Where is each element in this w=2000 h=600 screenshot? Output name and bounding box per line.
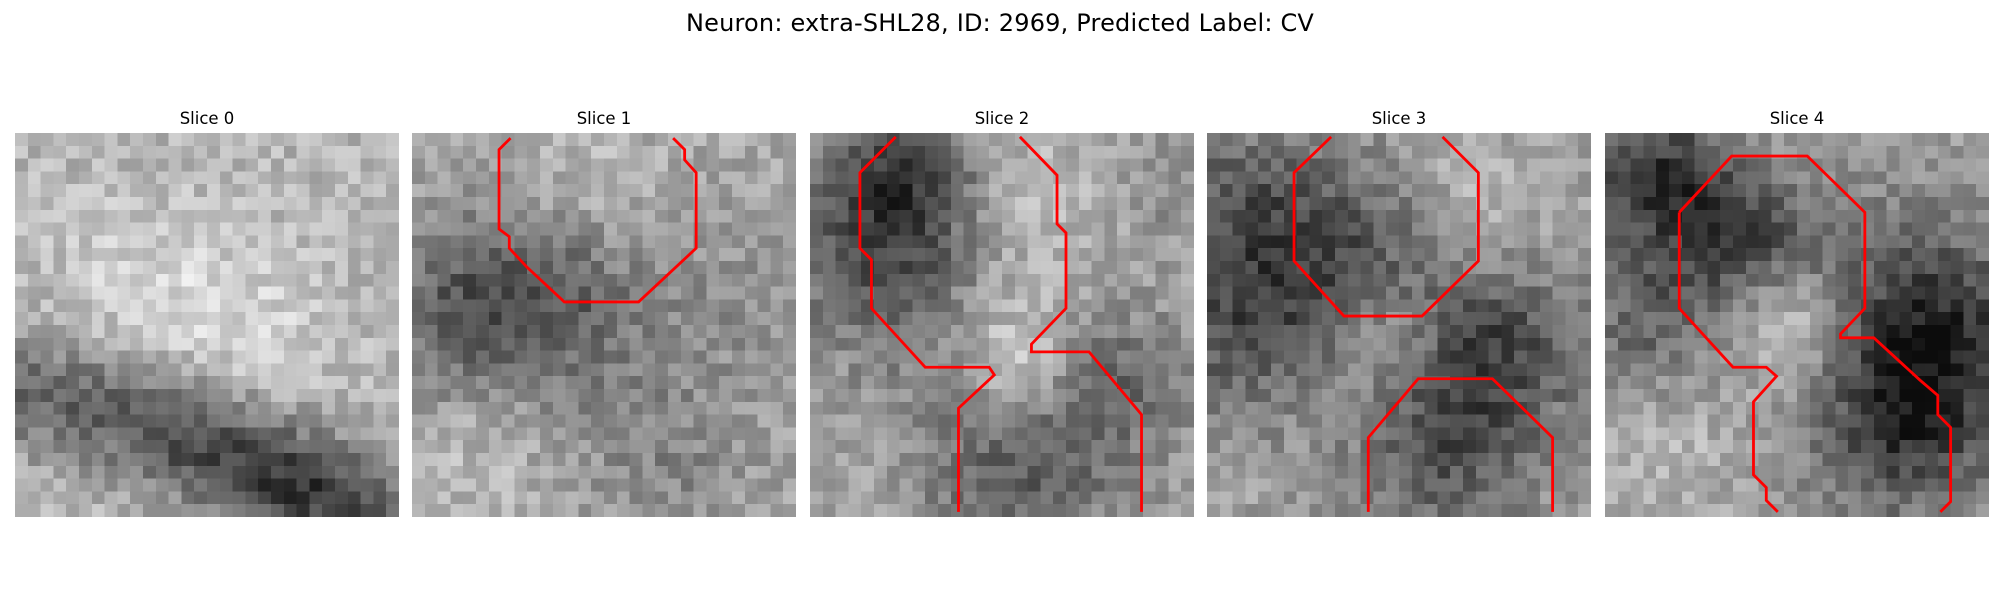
contour-line	[1678, 154, 1953, 513]
slice-title-1: Slice 1	[576, 109, 632, 128]
slice-title-0: Slice 0	[179, 109, 235, 128]
slice-image-1	[412, 133, 796, 517]
slice-image-0	[15, 133, 399, 517]
figure-title: Neuron: extra-SHL28, ID: 2969, Predicted…	[685, 9, 1315, 37]
contour-line	[858, 135, 997, 512]
contour-line	[1018, 135, 1143, 512]
slice-panel-2: Slice 2	[810, 108, 1194, 517]
slice-panel-3: Slice 3	[1207, 108, 1591, 517]
contour-line	[497, 137, 698, 304]
slice-title-2: Slice 2	[974, 109, 1030, 128]
contour-line	[1292, 135, 1480, 318]
slice-image-2	[810, 133, 1194, 517]
slice-title-3: Slice 3	[1371, 109, 1427, 128]
slice-panel-1: Slice 1	[412, 108, 796, 517]
contour-line	[1677, 212, 1779, 513]
slice-title-4: Slice 4	[1769, 109, 1825, 128]
slice-panel-0: Slice 0	[15, 108, 399, 517]
slice-image-4	[1605, 133, 1989, 517]
slice-image-3	[1207, 133, 1591, 517]
contour-line	[1366, 377, 1555, 512]
slice-panel-4: Slice 4	[1605, 108, 1989, 517]
